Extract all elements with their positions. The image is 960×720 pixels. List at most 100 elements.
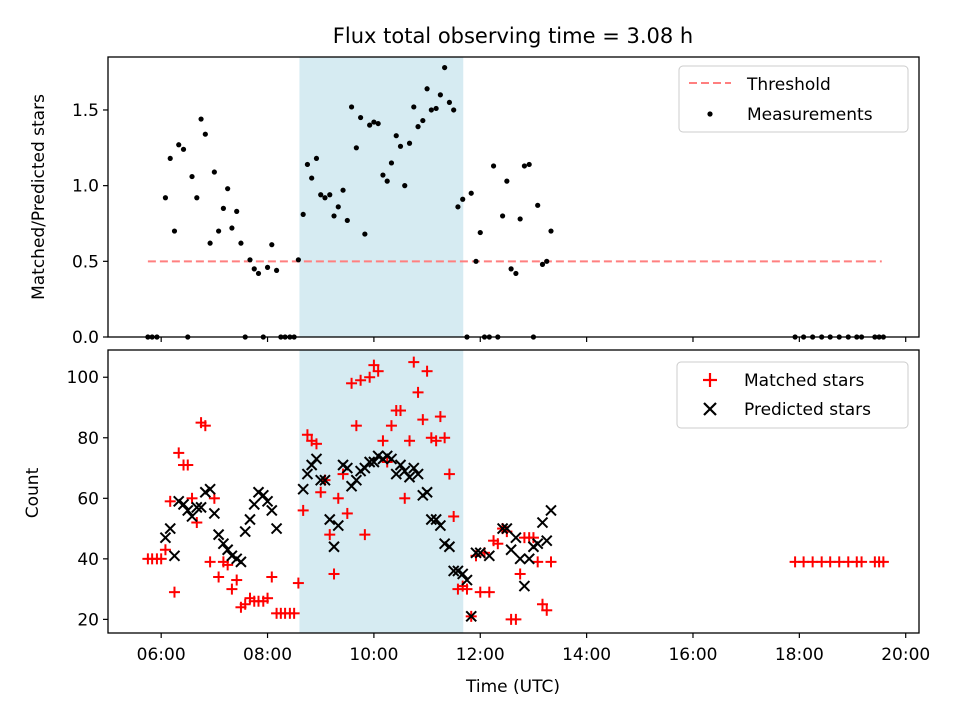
measurement-point	[198, 116, 204, 122]
predicted-star-point-b	[403, 471, 416, 483]
legend-measurements-label: Measurements	[747, 105, 873, 125]
matched-star-point	[430, 435, 442, 447]
predicted-star-point-b	[408, 462, 420, 474]
predicted-star-point	[324, 513, 336, 526]
matched-star-point	[541, 604, 553, 616]
matched-star-point	[155, 553, 167, 565]
legend-predicted-swatch	[703, 402, 717, 416]
top-y-axis: 0.0 0.5 1.0 1.5	[72, 101, 108, 348]
measurement-point	[327, 192, 333, 198]
matched-star-point	[434, 411, 446, 423]
predicted-star-point-b	[399, 465, 411, 477]
predicted-star-point	[501, 522, 513, 535]
matched-star-point	[483, 586, 495, 598]
measurement-point	[451, 107, 457, 113]
matched-star-point	[359, 529, 371, 541]
measurement-point	[362, 231, 368, 237]
matched-star-point	[372, 365, 384, 377]
predicted-star-point-b	[483, 550, 496, 562]
measurement-point	[269, 242, 275, 248]
measurement-point	[171, 228, 178, 234]
measurement-point	[247, 257, 253, 263]
predicted-star-point-b	[514, 553, 526, 565]
predicted-star-point-b	[182, 504, 194, 517]
predicted-star-point-b	[332, 519, 344, 532]
predicted-star-point-b	[434, 519, 447, 532]
bottom-y-axis-label: Count	[23, 467, 43, 518]
measurement-point	[420, 117, 426, 124]
predicted-star-point	[195, 501, 207, 514]
measurement-point	[513, 270, 519, 277]
predicted-stars-points	[159, 450, 557, 623]
matched-star-point	[461, 583, 473, 595]
predicted-star-point-b	[470, 547, 482, 559]
measurement-point	[348, 104, 355, 110]
predicted-star-point-b	[425, 513, 438, 526]
predicted-star-point	[332, 519, 344, 532]
predicted-star-point-b	[208, 507, 221, 520]
matched-star-point	[159, 544, 171, 556]
matched-star-point	[364, 371, 376, 383]
legend-threshold-label: Threshold	[746, 75, 831, 95]
predicted-star-point-b	[438, 538, 451, 550]
predicted-star-point	[394, 459, 407, 471]
predicted-star-point-b	[252, 486, 265, 498]
predicted-star-point	[505, 544, 517, 556]
matched-star-point	[492, 538, 504, 550]
matched-star-point	[213, 571, 225, 583]
matched-star-point	[877, 556, 889, 568]
predicted-star-point-b	[204, 483, 216, 495]
predicted-star-point-b	[186, 510, 198, 523]
predicted-star-point-b	[235, 556, 247, 568]
measurement-point	[331, 213, 337, 219]
bottom-x-tick-label: 08:00	[243, 645, 292, 665]
predicted-star-point	[447, 565, 460, 577]
measurement-point	[477, 229, 483, 236]
bottom-x-tick-label: 14:00	[562, 645, 611, 665]
predicted-star-point-b	[217, 538, 230, 550]
top-y-tick-label: 0.5	[72, 252, 99, 272]
predicted-star-point	[385, 453, 398, 465]
matched-star-point	[262, 592, 274, 604]
measurement-point	[180, 146, 187, 152]
matched-star-point	[292, 577, 304, 589]
matched-star-point	[239, 598, 251, 610]
predicted-star-point-b	[226, 550, 238, 562]
measurement-point	[499, 213, 506, 219]
predicted-star-point	[182, 504, 194, 517]
bottom-shaded-interval	[299, 350, 464, 633]
predicted-star-point-b	[159, 531, 172, 544]
matched-star-point	[164, 495, 176, 507]
bottom-y-tick-label: 60	[77, 489, 99, 509]
predicted-star-point	[270, 522, 283, 535]
measurement-point	[318, 192, 324, 198]
measurement-point	[176, 142, 182, 148]
predicted-star-point	[328, 541, 340, 553]
predicted-star-point-b	[541, 534, 553, 547]
predicted-star-point	[461, 574, 473, 586]
measurement-point	[442, 64, 448, 71]
matched-star-point	[328, 568, 340, 580]
predicted-star-point	[266, 504, 278, 517]
predicted-star-point	[159, 531, 172, 544]
bottom-x-tick-label: 18:00	[775, 645, 824, 665]
predicted-star-point-b	[474, 547, 486, 559]
predicted-star-point	[315, 474, 327, 486]
measurement-point	[238, 240, 244, 246]
measurement-point	[504, 178, 510, 184]
matched-star-point	[226, 583, 238, 595]
matched-star-point	[346, 377, 358, 389]
predicted-star-point-b	[536, 516, 549, 529]
measurement-point	[517, 216, 523, 222]
predicted-star-point-b	[257, 489, 269, 501]
measurement-point	[446, 99, 453, 106]
predicted-star-point	[310, 453, 323, 465]
matched-star-point	[266, 571, 278, 583]
predicted-star-point	[212, 528, 225, 541]
legend-matched-swatch	[703, 373, 717, 387]
matched-star-point	[368, 359, 380, 371]
measurement-point	[380, 172, 386, 178]
bottom-y-tick-label: 100	[67, 368, 99, 388]
predicted-star-point-b	[191, 501, 203, 514]
predicted-star-point-b	[461, 574, 473, 586]
